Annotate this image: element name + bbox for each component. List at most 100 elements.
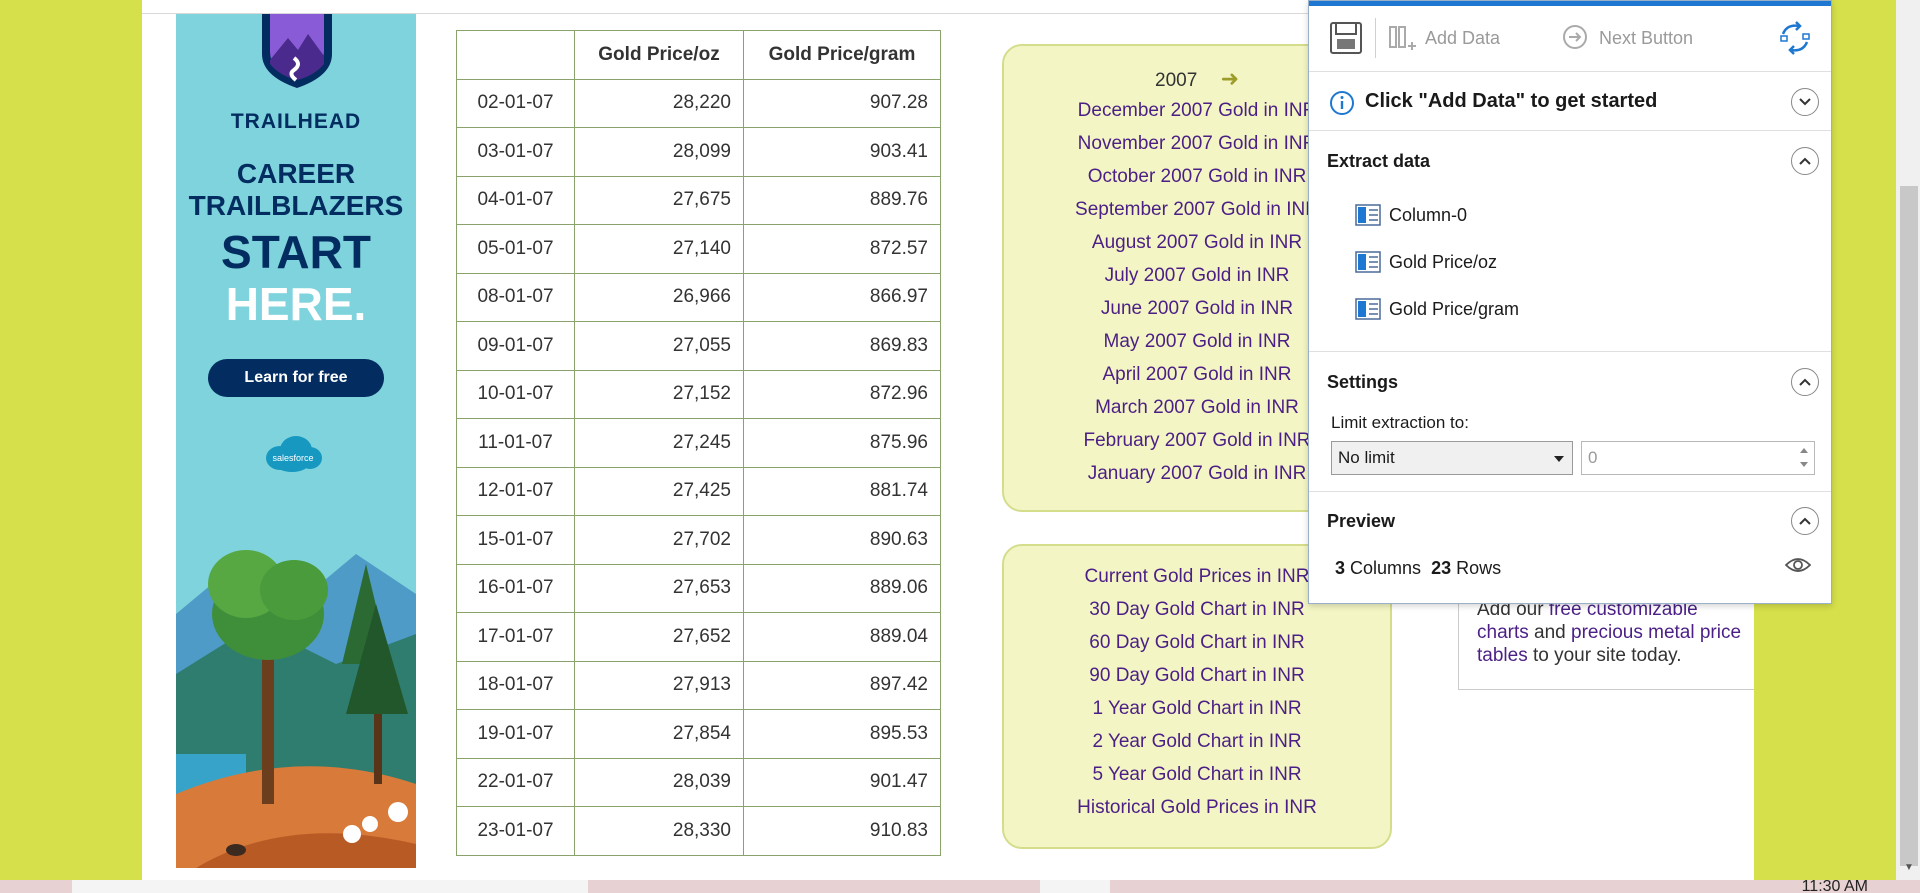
data-extractor-panel: Add Data Next Button (1308, 0, 1832, 604)
price-oz-cell: 27,140 (574, 224, 744, 274)
limit-number-input[interactable]: 0 (1581, 441, 1815, 475)
limit-select[interactable]: No limit (1331, 441, 1573, 475)
promo-text: Add our free customizable charts and pre… (1458, 556, 1754, 690)
table-row: 04-01-07 27,675 889.76 (456, 175, 941, 225)
preview-rows-label: Rows (1456, 558, 1502, 578)
price-gram-cell: 910.83 (743, 806, 941, 856)
next-arrow-icon (1563, 25, 1587, 49)
price-gram-cell: 866.97 (743, 272, 941, 322)
month-link[interactable]: October 2007 Gold in INR (1087, 166, 1307, 187)
scroll-down-arrow-icon[interactable]: ▼ (1904, 862, 1914, 873)
month-link[interactable]: August 2007 Gold in INR (1091, 232, 1303, 253)
month-link[interactable]: April 2007 Gold in INR (1102, 364, 1292, 385)
next-button-selector[interactable]: Next Button (1561, 20, 1693, 56)
chart-link[interactable]: Current Gold Prices in INR (1084, 566, 1310, 587)
ad-brand: TRAILHEAD (230, 110, 362, 133)
chart-link[interactable]: 60 Day Gold Chart in INR (1089, 632, 1305, 653)
price-gram-cell: 889.04 (743, 612, 941, 662)
preview-collapse-button[interactable] (1791, 507, 1819, 535)
taskbar-segment[interactable] (1040, 880, 1110, 893)
month-link[interactable]: July 2007 Gold in INR (1104, 265, 1290, 286)
table-row: 08-01-07 26,966 866.97 (456, 272, 941, 322)
month-link[interactable]: February 2007 Gold in INR (1083, 430, 1311, 451)
price-oz-cell: 28,039 (574, 757, 744, 807)
date-cell: 02-01-07 (456, 78, 575, 128)
hint-expand-button[interactable] (1791, 88, 1819, 116)
extracted-column-item[interactable]: Gold Price/gram (1355, 297, 1519, 321)
trailhead-logo-icon (262, 14, 332, 88)
date-cell: 11-01-07 (456, 418, 575, 468)
taskbar-clock[interactable]: 11:30 AM (1801, 880, 1868, 893)
month-link[interactable]: September 2007 Gold in INR (1075, 199, 1319, 220)
table-row: 22-01-07 28,039 901.47 (456, 757, 941, 807)
price-oz-cell: 27,854 (574, 709, 744, 759)
save-button[interactable] (1329, 20, 1371, 56)
year-selector: 2007 ➜ (1004, 66, 1390, 92)
refresh-button[interactable] (1777, 20, 1821, 56)
price-tables-link[interactable]: precious metal price tables (1477, 622, 1742, 666)
taskbar-segment[interactable] (72, 880, 588, 893)
table-row: 16-01-07 27,653 889.06 (456, 563, 941, 613)
section-divider (1309, 351, 1831, 352)
extracted-column-item[interactable]: Gold Price/oz (1355, 250, 1497, 274)
table-row: 02-01-07 28,220 907.28 (456, 78, 941, 128)
spin-up-icon[interactable] (1800, 448, 1808, 453)
table-row: 03-01-07 28,099 903.41 (456, 127, 941, 177)
add-data-label: Add Data (1425, 27, 1501, 48)
getting-started-hint: Click "Add Data" to get started (1309, 73, 1831, 131)
chart-link[interactable]: Historical Gold Prices in INR (1077, 797, 1317, 818)
date-cell: 17-01-07 (456, 612, 575, 662)
add-data-button[interactable]: Add Data (1387, 20, 1500, 56)
settings-title: Settings (1327, 372, 1399, 392)
spin-down-icon[interactable] (1800, 462, 1808, 467)
chart-link[interactable]: 1 Year Gold Chart in INR (1092, 698, 1302, 719)
next-year-arrow-icon[interactable]: ➜ (1220, 66, 1239, 91)
price-oz-cell: 27,652 (574, 612, 744, 662)
date-cell: 04-01-07 (456, 175, 575, 225)
gold-price-table: Gold Price/oz Gold Price/gram 02-01-07 28… (456, 30, 941, 856)
eye-icon[interactable] (1785, 555, 1811, 575)
limit-number-value: 0 (1588, 448, 1598, 467)
table-row: 12-01-07 27,425 881.74 (456, 466, 941, 516)
salesforce-logo-icon: salesforce (262, 434, 324, 474)
month-link[interactable]: June 2007 Gold in INR (1100, 298, 1294, 319)
date-cell: 15-01-07 (456, 515, 575, 565)
section-divider (1309, 491, 1831, 492)
dropdown-caret-icon (1554, 456, 1564, 462)
settings-section: Settings (1309, 353, 1831, 409)
month-link[interactable]: November 2007 Gold in INR (1077, 133, 1317, 154)
month-link[interactable]: May 2007 Gold in INR (1103, 331, 1291, 352)
price-gram-cell: 907.28 (743, 78, 941, 128)
month-link[interactable]: January 2007 Gold in INR (1087, 463, 1307, 484)
chart-link[interactable]: 2 Year Gold Chart in INR (1092, 731, 1302, 752)
extracted-column-label: Gold Price/gram (1389, 298, 1520, 319)
free-charts-link[interactable]: free customizable charts (1477, 599, 1698, 643)
date-cell: 16-01-07 (456, 563, 575, 613)
extracted-column-item[interactable]: Column-0 (1355, 203, 1467, 227)
extract-data-section: Extract data (1309, 133, 1831, 189)
extract-collapse-button[interactable] (1791, 147, 1819, 175)
ad-headline-career: CAREER TRAILBLAZERS (188, 158, 404, 221)
price-gram-cell: 903.41 (743, 127, 941, 177)
hint-text: Click "Add Data" to get started (1365, 90, 1658, 112)
table-row: 19-01-07 27,854 895.53 (456, 709, 941, 759)
table-row: 10-01-07 27,152 872.96 (456, 369, 941, 419)
month-link[interactable]: December 2007 Gold in INR (1077, 100, 1317, 121)
chart-link[interactable]: 90 Day Gold Chart in INR (1089, 665, 1305, 686)
price-oz-cell: 27,913 (574, 660, 744, 710)
ad-learn-button[interactable]: Learn for free (208, 359, 384, 397)
month-link[interactable]: March 2007 Gold in INR (1095, 397, 1299, 418)
preview-columns-label: Columns (1350, 558, 1422, 578)
trailhead-ad[interactable]: TRAILHEAD CAREER TRAILBLAZERS START HERE… (176, 14, 416, 868)
chevron-up-icon (1799, 157, 1811, 165)
price-gram-cell: 901.47 (743, 757, 941, 807)
price-oz-cell: 27,653 (574, 563, 744, 613)
chart-link[interactable]: 5 Year Gold Chart in INR (1092, 764, 1302, 785)
forest-scene-illustration (176, 494, 416, 868)
scrollbar-thumb[interactable] (1900, 186, 1918, 866)
chart-link[interactable]: 30 Day Gold Chart in INR (1089, 599, 1305, 620)
price-gram-cell: 872.57 (743, 224, 941, 274)
settings-collapse-button[interactable] (1791, 368, 1819, 396)
date-cell: 09-01-07 (456, 321, 575, 371)
price-oz-cell: 27,152 (574, 369, 744, 419)
